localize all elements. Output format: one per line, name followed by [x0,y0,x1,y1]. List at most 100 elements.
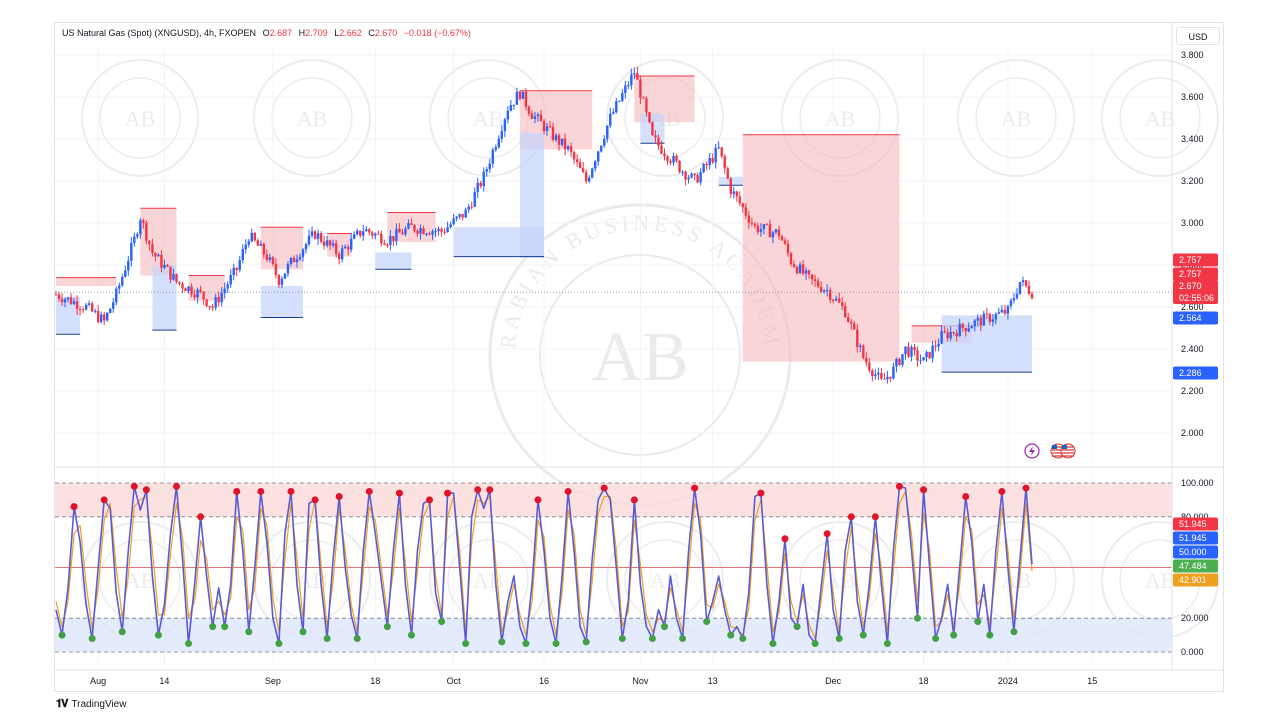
candle-body [172,273,175,280]
candle-body [479,182,482,187]
candle-body [102,314,106,321]
candle-body [931,345,934,359]
stoch-peak-dot [142,486,150,494]
stoch-trough-dot [859,631,867,639]
candle-body [666,156,669,162]
candle-body [398,228,401,233]
price-tick-label: 3.000 [1181,218,1204,228]
candle-body [503,119,507,132]
candle-body [569,146,573,153]
stoch-peak-dot [365,487,373,495]
candle-body [154,252,157,257]
candle-body [494,147,498,150]
osc-tag-value: 47.484 [1179,561,1207,571]
candle-body [997,312,1001,314]
candle-body [557,135,561,145]
candle-body [871,370,874,377]
candle-body [856,329,859,348]
candle-body [202,291,205,300]
candle-body [831,299,835,301]
time-tick-label: 13 [708,676,718,686]
candle-body [587,177,591,182]
supply-zone [387,212,436,242]
stoch-trough-dot [353,634,361,642]
candle-body [1009,300,1013,307]
currency-button[interactable]: USD [1176,27,1220,45]
candle-body [813,279,817,281]
time-tick-label: 2024 [998,676,1018,686]
candle-body [774,229,778,233]
candle-body [343,246,347,249]
time-tick-label: 15 [1087,676,1097,686]
stoch-peak-dot [130,482,138,490]
candle-body [226,284,229,289]
candle-body [190,286,193,295]
candle-body [530,113,534,119]
candle-body [654,135,657,138]
candle-body [443,231,446,233]
watermark-initials: AB [1001,106,1032,131]
candle-body [985,313,989,315]
candle-body [437,228,440,232]
candle-body [365,229,368,232]
demand-zone [941,315,1032,373]
candle-body [449,224,452,228]
candle-body [581,168,585,173]
candle-body [925,351,928,358]
candle-body [949,332,952,339]
price-tag-value: 2.670 [1179,281,1202,291]
candle-body [723,156,726,169]
watermark-initials: AB [825,568,856,593]
stoch-trough-dot [275,640,283,648]
candle-body [919,360,922,362]
candle-body [169,266,172,280]
candle-body [401,232,404,235]
candle-body [455,216,458,219]
candle-body [371,232,374,236]
candle-body [958,323,961,337]
stoch-peak-dot [962,493,970,501]
time-tick-label: Aug [90,676,106,686]
candle-body [298,256,302,260]
high-label: H [298,28,306,38]
candle-body [714,148,717,163]
candle-body [413,224,416,231]
candle-body [500,131,504,139]
candle-body [196,289,199,298]
candle-body [1027,285,1031,294]
oversold-band [55,618,1172,652]
price-tag-value: 2.757 [1179,255,1202,265]
tradingview-logo[interactable]: 𝟏𝐕 TradingView [56,698,126,711]
candle-body [78,308,82,310]
stoch-peak-dot [895,482,903,490]
candle-body [904,346,907,355]
candle-body [112,302,115,309]
osc-tag-value: 50.000 [1179,547,1207,557]
candle-body [844,306,847,318]
watermark-initials: AB [1001,568,1032,593]
candle-body [566,146,570,150]
stoch-trough-dot [618,634,626,642]
open-value: 2.687 [269,28,293,38]
stoch-peak-dot [691,484,699,492]
candle-body [594,161,597,169]
stoch-peak-dot [335,493,343,501]
candle-body [874,374,877,377]
candle-body [590,168,594,178]
candle-body [214,297,217,308]
icons[interactable] [1024,443,1076,459]
stoch-trough-dot [185,640,193,648]
candle-body [232,267,235,276]
candle-body [663,153,666,157]
stoch-peak-dot [70,503,78,511]
tradingview-logo-icon: 𝟏𝐕 [56,698,68,710]
watermark-seal: AB [253,59,371,177]
candle-body [319,233,323,242]
stoch-peak-dot [474,486,482,494]
candle-body [470,206,473,208]
watermark-seal: AB [81,521,199,639]
osc-value-tag: 51.945 [1173,531,1218,545]
candle-body [657,137,660,146]
candle-body [353,234,356,239]
